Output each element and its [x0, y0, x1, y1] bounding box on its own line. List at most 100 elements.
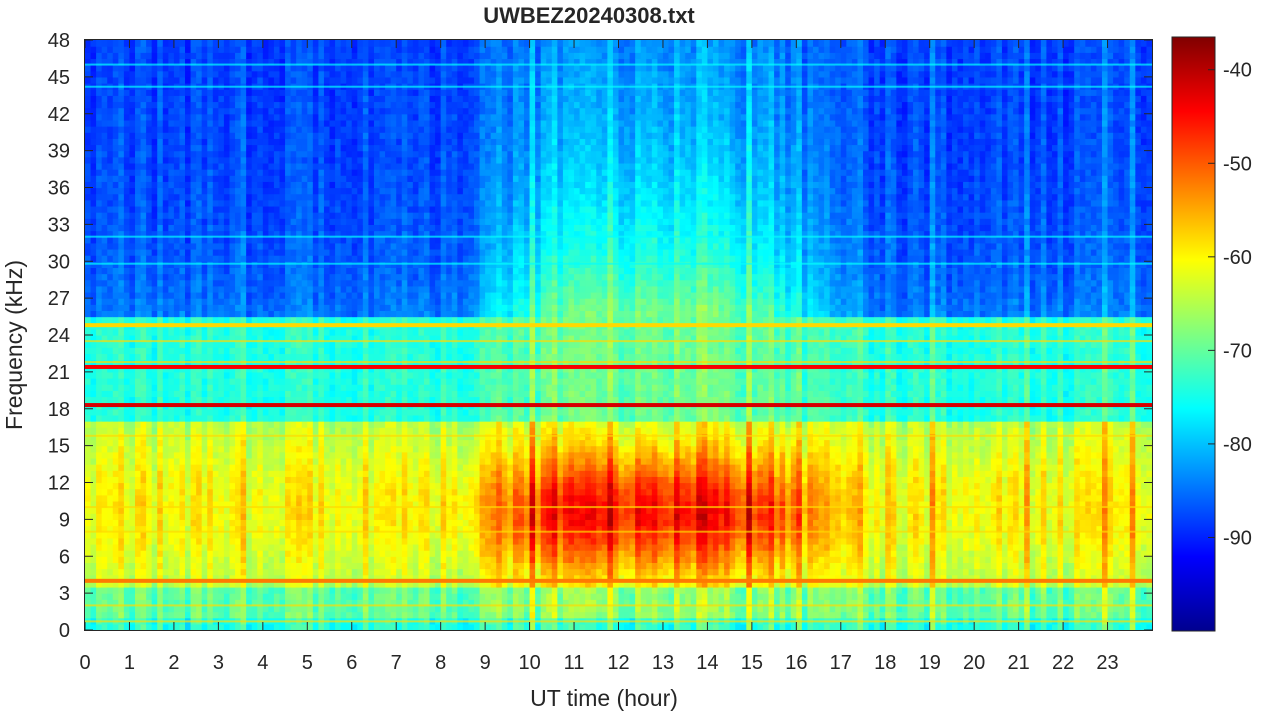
heatmap-cell	[196, 248, 203, 256]
heatmap-cell	[251, 396, 258, 404]
heatmap-cell	[240, 427, 247, 434]
heatmap-cell	[251, 218, 258, 225]
heatmap-cell	[296, 568, 303, 576]
heatmap-cell	[157, 623, 164, 631]
heatmap-cell	[123, 132, 131, 139]
heatmap-cell	[307, 242, 314, 250]
heatmap-cell	[173, 273, 181, 281]
heatmap-cell	[123, 273, 131, 281]
heatmap-cell	[362, 537, 370, 545]
heatmap-cell	[112, 89, 119, 96]
heatmap-cell	[312, 396, 320, 404]
heatmap-cell	[340, 224, 347, 232]
heatmap-cell	[335, 316, 342, 324]
heatmap-cell	[229, 414, 236, 422]
heatmap-cell	[173, 230, 181, 238]
heatmap-cell	[301, 408, 308, 416]
heatmap-cell	[223, 113, 231, 121]
heatmap-cell	[218, 162, 225, 170]
heatmap-cell	[101, 89, 108, 96]
heatmap-cell	[212, 187, 219, 195]
heatmap-cell	[179, 574, 186, 582]
heatmap-cell	[235, 421, 242, 428]
heatmap-cell	[179, 593, 186, 600]
heatmap-cell	[185, 328, 192, 336]
heatmap-cell	[151, 335, 158, 342]
heatmap-cell	[273, 169, 281, 176]
heatmap-cell	[240, 470, 247, 477]
heatmap-cell	[85, 46, 92, 53]
heatmap-cell	[290, 187, 297, 195]
heatmap-cell	[279, 593, 286, 600]
heatmap-cell	[190, 132, 197, 139]
heatmap-cell	[357, 513, 364, 520]
heatmap-cell	[351, 464, 358, 471]
heatmap-cell	[268, 445, 275, 453]
heatmap-cell	[185, 285, 192, 293]
heatmap-cell	[290, 162, 297, 170]
heatmap-cell	[218, 414, 225, 422]
heatmap-cell	[279, 371, 286, 379]
heatmap-cell	[235, 279, 242, 287]
heatmap-cell	[257, 611, 264, 619]
heatmap-cell	[257, 457, 264, 465]
heatmap-cell	[368, 101, 375, 109]
heatmap-cell	[251, 267, 258, 275]
heatmap-cell	[185, 378, 192, 385]
heatmap-cell	[290, 70, 297, 78]
heatmap-cell	[135, 586, 142, 594]
heatmap-cell	[312, 421, 320, 428]
heatmap-cell	[185, 89, 192, 96]
heatmap-cell	[173, 236, 181, 244]
heatmap-cell	[296, 279, 303, 287]
heatmap-cell	[229, 242, 236, 250]
heatmap-cell	[162, 414, 169, 422]
heatmap-cell	[112, 537, 119, 545]
heatmap-cell	[235, 236, 242, 244]
heatmap-cell	[307, 457, 314, 465]
heatmap-cell	[246, 488, 253, 496]
heatmap-cell	[207, 58, 214, 66]
heatmap-cell	[329, 562, 336, 570]
heatmap-cell	[207, 408, 214, 416]
heatmap-cell	[285, 113, 292, 121]
heatmap-cell	[318, 556, 325, 563]
heatmap-cell	[273, 156, 281, 164]
heatmap-cell	[157, 162, 164, 170]
heatmap-cell	[118, 285, 125, 293]
heatmap-cell	[340, 291, 347, 299]
heatmap-cell	[340, 605, 347, 613]
heatmap-cell	[85, 408, 92, 416]
heatmap-cell	[85, 126, 92, 133]
heatmap-cell	[318, 580, 325, 588]
heatmap-cell	[296, 205, 303, 213]
heatmap-cell	[140, 519, 147, 527]
heatmap-cell	[268, 119, 275, 127]
heatmap-cell	[223, 439, 231, 447]
heatmap-cell	[101, 267, 108, 275]
heatmap-cell	[246, 150, 253, 158]
heatmap-cell	[185, 550, 192, 557]
heatmap-cell	[162, 488, 169, 496]
heatmap-cell	[190, 193, 197, 201]
heatmap-cell	[162, 40, 169, 47]
heatmap-cell	[362, 218, 370, 225]
heatmap-cell	[196, 543, 203, 551]
heatmap-cell	[218, 316, 225, 324]
heatmap-cell	[85, 101, 92, 109]
heatmap-cell	[329, 52, 336, 60]
heatmap-cell	[196, 353, 203, 361]
heatmap-cell	[229, 408, 236, 416]
heatmap-cell	[229, 236, 236, 244]
heatmap-cell	[235, 119, 242, 127]
heatmap-cell	[240, 593, 247, 600]
heatmap-cell	[157, 150, 164, 158]
heatmap-cell	[307, 476, 314, 484]
heatmap-cell	[323, 279, 331, 287]
heatmap-cell	[223, 58, 231, 66]
heatmap-cell	[240, 187, 247, 195]
heatmap-cell	[85, 236, 92, 244]
heatmap-cell	[373, 623, 381, 631]
heatmap-cell	[296, 193, 303, 201]
heatmap-cell	[162, 70, 169, 78]
